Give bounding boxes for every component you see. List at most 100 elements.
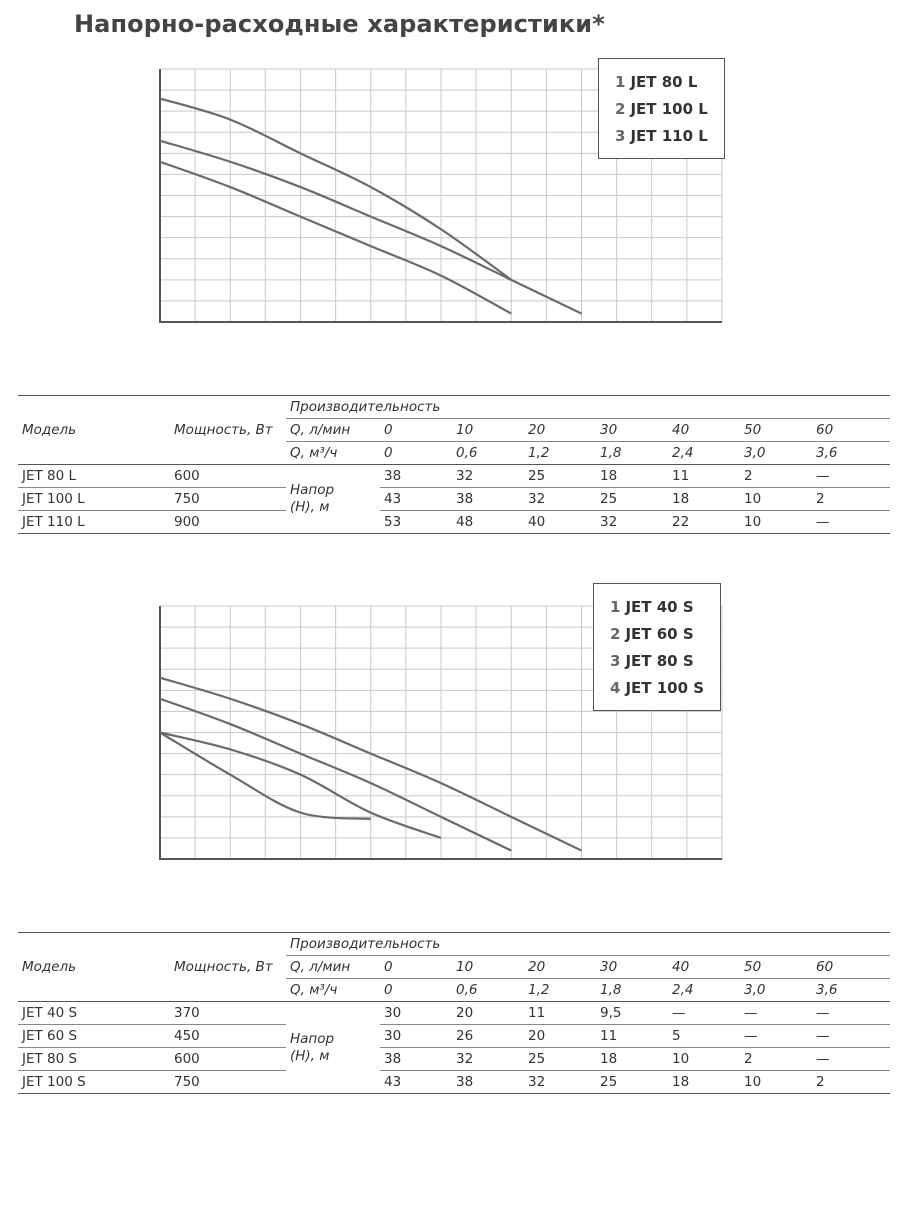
performance-table-jet-s: Модель Мощность, Вт Производительность Q, л… bbox=[18, 932, 891, 1094]
head-value: 11 bbox=[672, 468, 690, 484]
head-value: 10 bbox=[740, 487, 812, 511]
table-header-row: Модель Мощность, Вт Производительность bbox=[18, 395, 891, 465]
legend-item-model: JET 80 S bbox=[625, 652, 694, 670]
q-m3h-value: 0 bbox=[380, 978, 452, 1002]
power-value: 900 bbox=[170, 510, 286, 534]
head-value: 43 bbox=[380, 1070, 452, 1094]
q-m3h-value: 1,2 bbox=[524, 978, 596, 1002]
head-value: 10 bbox=[740, 1070, 812, 1094]
head-value: 22 bbox=[668, 510, 740, 534]
table-header-row: Q, л/мин 0 10 20 30 40 50 60 bbox=[18, 418, 891, 442]
head-value: 18 bbox=[600, 468, 618, 484]
power-value: 450 bbox=[170, 1024, 286, 1048]
head-value: 26 bbox=[452, 1024, 524, 1048]
head-value: 30 bbox=[380, 1024, 452, 1048]
q-lmin-value: 50 bbox=[740, 418, 812, 442]
legend-jet-l: 1 JET 80 L 2 JET 100 L 3 JET 110 L bbox=[598, 58, 725, 159]
head-value: 48 bbox=[452, 510, 524, 534]
q-lmin-value: 20 bbox=[524, 955, 596, 979]
head-value: 20 bbox=[456, 1005, 474, 1021]
head-value: 25 bbox=[528, 468, 546, 484]
table: Модель Мощность, Вт Производительность Q, л… bbox=[18, 932, 891, 1094]
head-value: 32 bbox=[524, 487, 596, 511]
legend-item: 2 JET 60 S bbox=[610, 621, 704, 648]
page-title: Напорно-расходные характеристики* bbox=[74, 10, 605, 38]
legend-item-number: 3 bbox=[610, 652, 621, 670]
q-lmin-value: 0 bbox=[380, 955, 452, 979]
q-m3h-value: 2,4 bbox=[668, 441, 740, 465]
q-lmin-value: 50 bbox=[740, 955, 812, 979]
table-row: JET 110 L 900 53 48 40 32 22 10— bbox=[18, 510, 891, 534]
q-lmin-value: 30 bbox=[596, 955, 668, 979]
legend-item: 3 JET 80 S bbox=[610, 648, 704, 675]
model-name: JET 80 L bbox=[22, 468, 77, 484]
head-label-line: Напор bbox=[290, 482, 335, 498]
model-name: JET 60 S bbox=[18, 1024, 170, 1048]
q-m3h-value: 3,6 bbox=[812, 441, 891, 465]
head-value: 32 bbox=[524, 1070, 596, 1094]
legend-item-model: JET 100 L bbox=[630, 100, 708, 118]
legend-item: 2 JET 100 L bbox=[615, 96, 708, 123]
head-value: 18 bbox=[596, 1047, 668, 1071]
head-value: 18 bbox=[668, 487, 740, 511]
model-header: Модель bbox=[18, 395, 170, 465]
q-m3h-label: Q, м³/ч bbox=[286, 978, 380, 1002]
q-lmin-value: 10 bbox=[452, 955, 524, 979]
head-value: 10 bbox=[668, 1047, 740, 1071]
table-row: JET 80 S 600 38 32 25 18 10 2— bbox=[18, 1047, 891, 1071]
head-value: 25 bbox=[596, 487, 668, 511]
q-m3h-value: 0,6 bbox=[452, 978, 524, 1002]
q-lmin-value: 20 bbox=[524, 418, 596, 442]
head-label: Напор (Н), м bbox=[286, 464, 380, 534]
head-value: — bbox=[740, 1024, 812, 1048]
legend-item: 1 JET 80 L bbox=[615, 69, 708, 96]
head-value: 38 bbox=[452, 487, 524, 511]
q-lmin-label: Q, л/мин bbox=[286, 955, 380, 979]
chart-jet-s bbox=[159, 605, 723, 860]
legend-jet-s: 1 JET 40 S 2 JET 60 S 3 JET 80 S 4 JET 100 S bbox=[593, 583, 722, 711]
head-value: 11 bbox=[528, 1005, 546, 1021]
table-header-row: Q, м³/ч 0 0,6 1,2 1,8 2,4 3,0 3,6 bbox=[18, 441, 891, 465]
head-value: 2 bbox=[812, 487, 891, 511]
head-label-line: (Н), м bbox=[290, 499, 330, 515]
q-lmin-value: 10 bbox=[452, 418, 524, 442]
head-value: 32 bbox=[452, 1047, 524, 1071]
q-m3h-value: 3,6 bbox=[812, 978, 891, 1002]
power-value: 750 bbox=[170, 1070, 286, 1094]
head-value: 32 bbox=[596, 510, 668, 534]
head-value: 40 bbox=[524, 510, 596, 534]
q-m3h-value: 3,0 bbox=[740, 978, 812, 1002]
curve-jet-110-l bbox=[159, 97, 512, 281]
table-row: JET 100 L 750 43 38 32 25 18 10 2 bbox=[18, 487, 891, 511]
model-header: Модель bbox=[18, 932, 170, 1002]
legend-item-number: 4 bbox=[610, 679, 621, 697]
head-value: 2 bbox=[744, 468, 753, 484]
legend-item-model: JET 40 S bbox=[625, 598, 694, 616]
head-value: 38 bbox=[380, 1047, 452, 1071]
curve-jet-60-s bbox=[159, 731, 442, 839]
power-value: 370 bbox=[174, 1005, 200, 1021]
q-lmin-label: Q, л/мин bbox=[286, 418, 380, 442]
q-m3h-value: 1,8 bbox=[596, 978, 668, 1002]
table-header-row: Q, м³/ч 0 0,6 1,2 1,8 2,4 3,0 3,6 bbox=[18, 978, 891, 1002]
legend-item-model: JET 60 S bbox=[625, 625, 694, 643]
head-value: — bbox=[812, 1047, 891, 1071]
head-value: 20 bbox=[524, 1024, 596, 1048]
q-m3h-value: 3,0 bbox=[740, 441, 812, 465]
head-value: 53 bbox=[380, 510, 452, 534]
curve-jet-100-s bbox=[159, 676, 582, 852]
table-header-row: Q, л/мин 0 10 20 30 40 50 60 bbox=[18, 955, 891, 979]
legend-item-model: JET 80 L bbox=[630, 73, 698, 91]
power-value: 750 bbox=[170, 487, 286, 511]
table-row: JET 40 S 370 Напор (Н), м 30 20 11 9,5— — — bbox=[18, 1001, 890, 1094]
head-value: 38 bbox=[384, 468, 402, 484]
curve-jet-80-s bbox=[159, 697, 512, 852]
performance-table-jet-l: Модель Мощность, Вт Производительность Q, л… bbox=[18, 395, 891, 534]
power-value: 600 bbox=[170, 1047, 286, 1071]
q-m3h-value: 0 bbox=[380, 441, 452, 465]
head-value: — bbox=[816, 1005, 830, 1021]
head-value: — bbox=[812, 1024, 891, 1048]
q-lmin-value: 60 bbox=[812, 955, 891, 979]
legend-item: 4 JET 100 S bbox=[610, 675, 704, 702]
curve-jet-80-l bbox=[159, 160, 512, 315]
